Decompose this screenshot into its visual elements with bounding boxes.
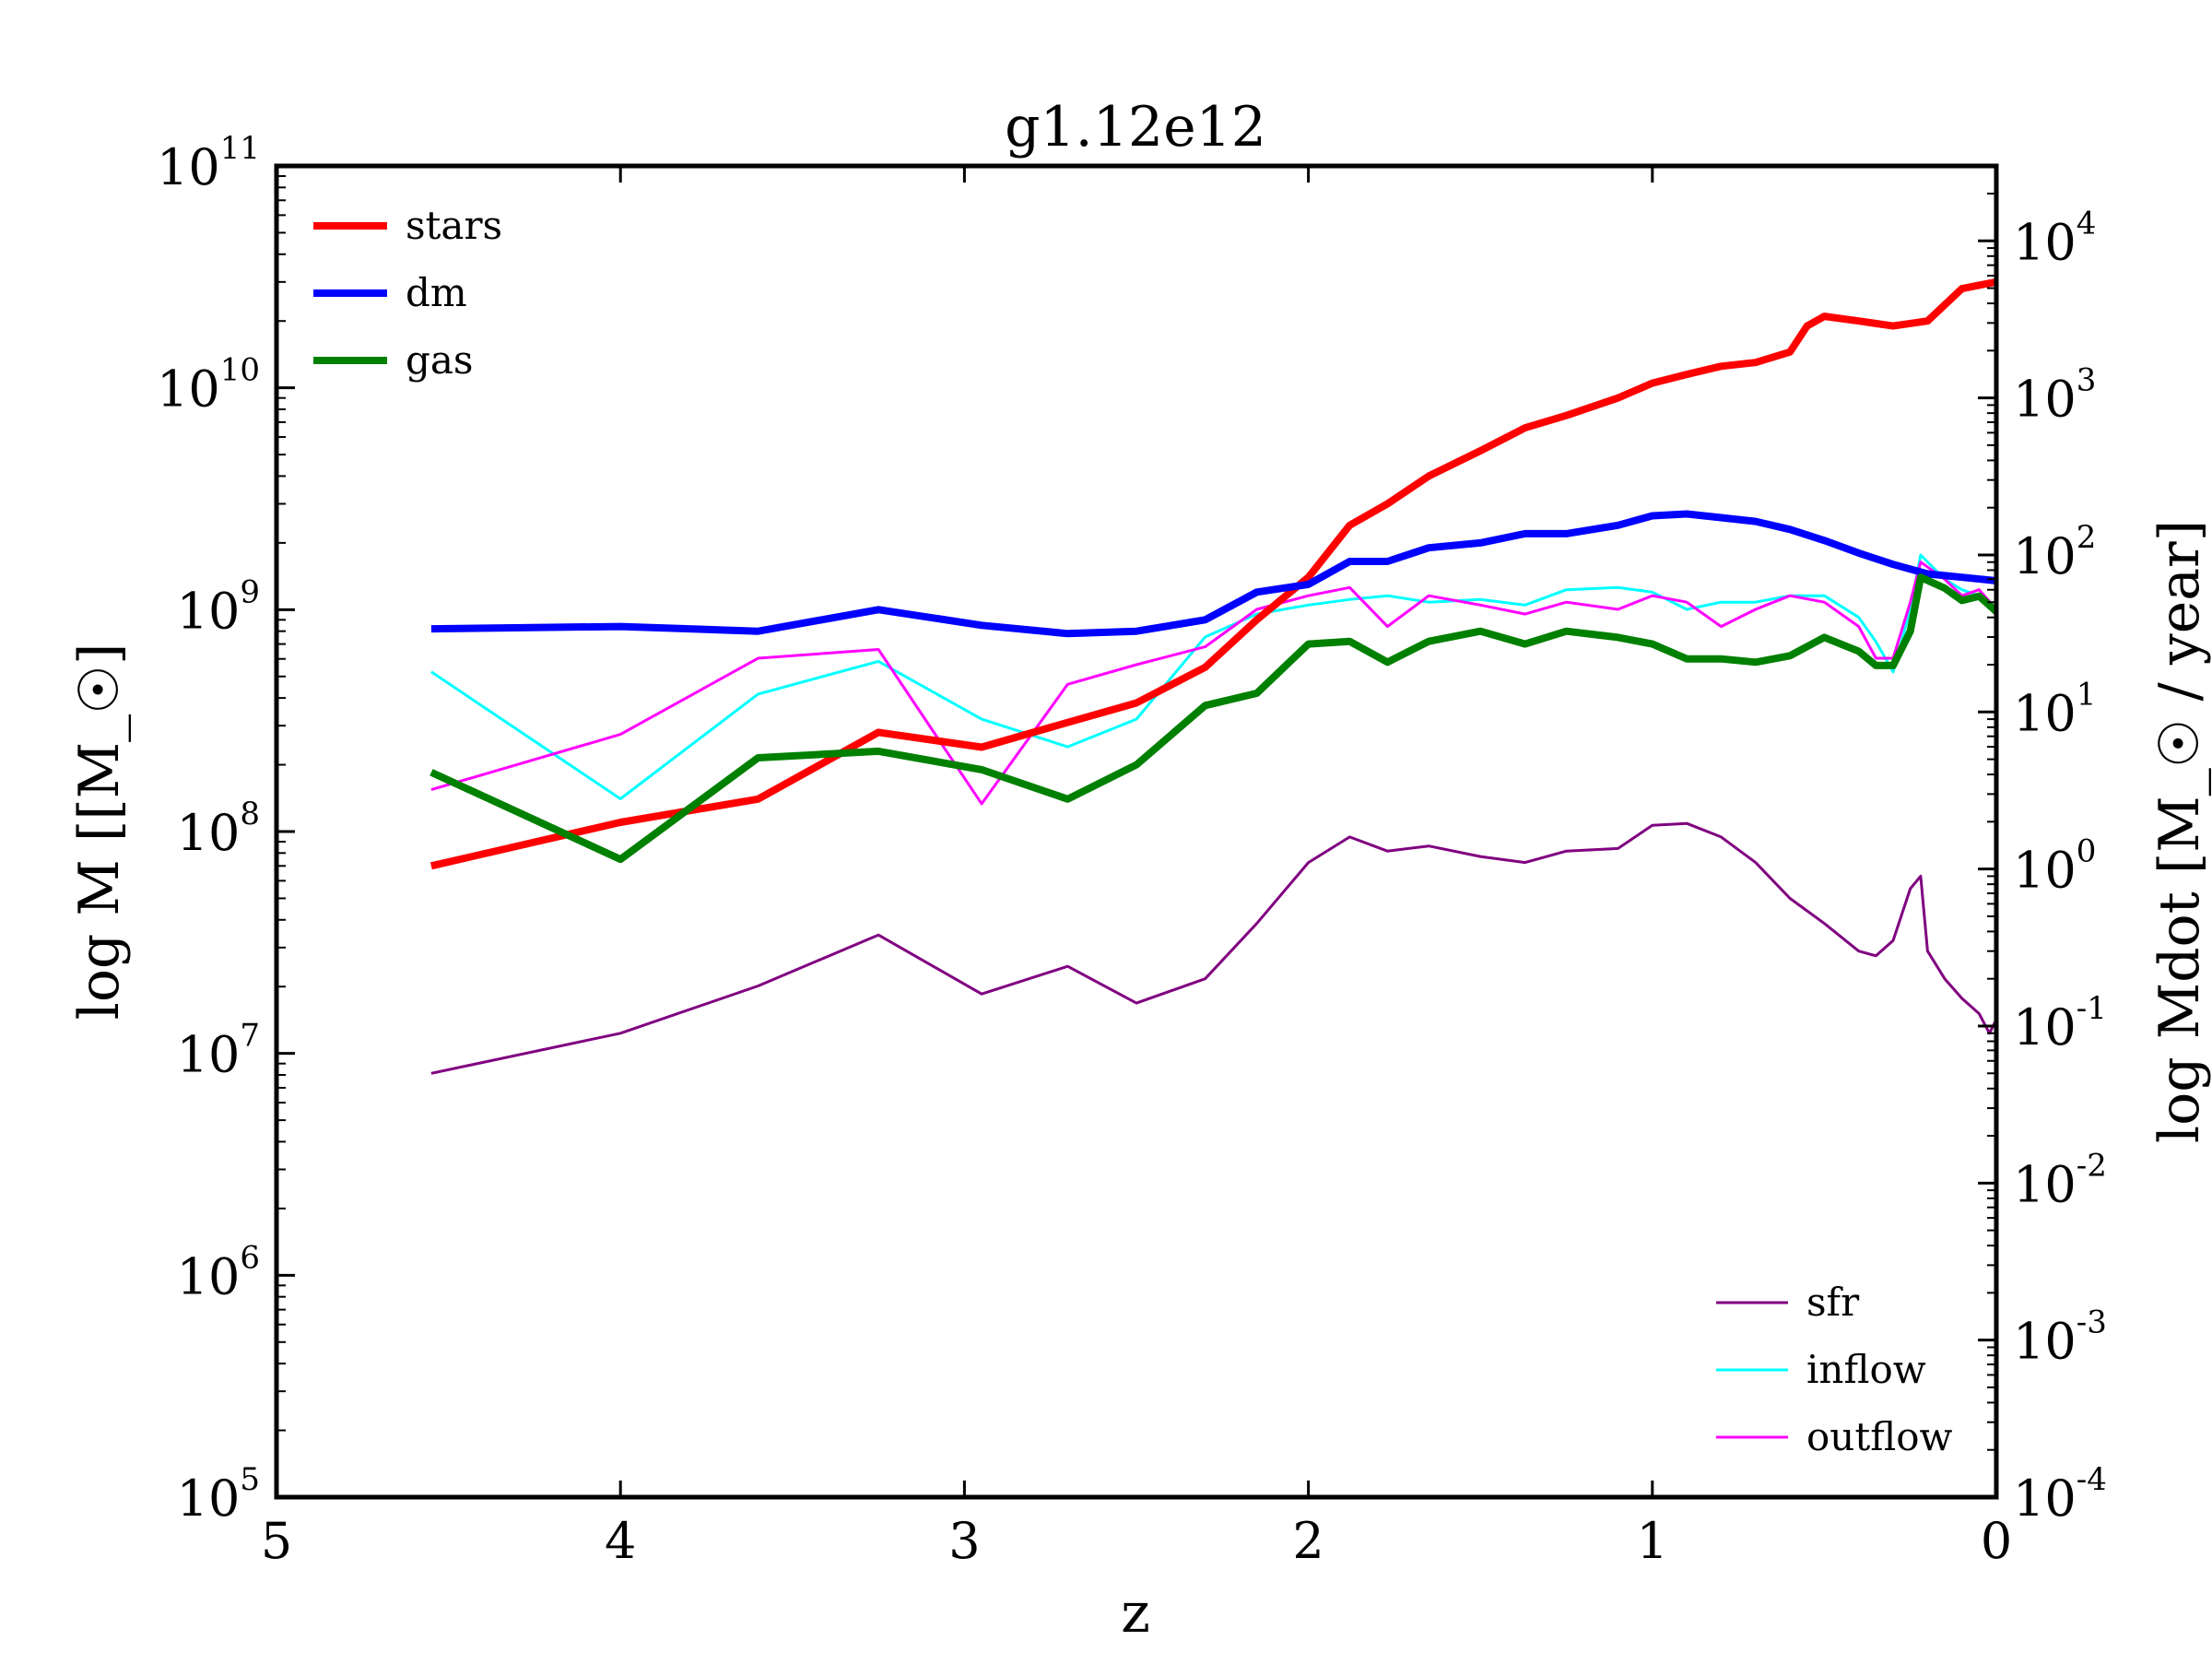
y-axis-right: 10-4 10-3 10-2 10-1 100 101 102 103 104 [1978,192,2107,1528]
x-axis-label: z [1121,1581,1150,1646]
y-left-tick-label: 1010 [157,352,260,419]
y-left-tick-label: 107 [177,1018,260,1084]
series-line-gas [429,573,1999,864]
y-axis-right-label: log Mdot [M_☉ / year] [2147,520,2212,1143]
y-right-tick-label: 103 [2013,362,2096,429]
y-left-tick-label: 1011 [157,130,260,196]
x-tick-label: 4 [605,1512,636,1570]
series-line-dm [430,510,1997,638]
x-tick-label: 1 [1637,1512,1668,1570]
y-right-tick-label: 10-2 [2013,1147,2107,1213]
legend-label-dm: dm [406,270,467,315]
y-right-tick-label: 10-4 [2013,1461,2107,1528]
x-tick-label: 2 [1292,1512,1324,1570]
series-line-stars [430,277,1997,870]
legend-right: sfr inflow outflow [1716,1280,1953,1459]
legend-label-outflow: outflow [1806,1414,1953,1459]
y-axis-left: 105 106 107 108 109 1010 1011 [157,130,295,1528]
series-line-inflow [430,553,1998,800]
y-left-tick-label: 105 [177,1461,260,1528]
y-right-tick-label: 101 [2013,676,2096,742]
y-right-tick-label: 102 [2013,519,2096,585]
legend-left: stars dm gas [313,203,502,383]
legend-label-sfr: sfr [1806,1280,1860,1325]
x-tick-label: 3 [948,1512,980,1570]
legend-label-gas: gas [406,337,473,383]
y-right-tick-label: 10-1 [2013,990,2107,1056]
y-left-tick-label: 108 [177,796,260,862]
y-axis-left-label: log M [[M_☉] [67,643,132,1021]
x-axis: 5 4 3 2 1 0 [261,166,2012,1570]
y-right-tick-label: 104 [2013,205,2096,271]
legend-label-stars: stars [406,203,502,248]
y-right-tick-label: 10-3 [2013,1304,2107,1371]
chart-title: g1.12e12 [1005,95,1266,159]
legend-label-inflow: inflow [1806,1347,1926,1392]
series-line-outflow [430,561,1998,806]
y-left-tick-label: 106 [177,1239,260,1305]
x-tick-label: 5 [261,1512,292,1570]
series-line-sfr [430,821,1998,1075]
plot-area [429,277,1999,1075]
x-tick-label: 0 [1981,1512,2012,1570]
y-left-tick-label: 109 [177,573,260,640]
y-right-tick-label: 100 [2013,833,2096,900]
